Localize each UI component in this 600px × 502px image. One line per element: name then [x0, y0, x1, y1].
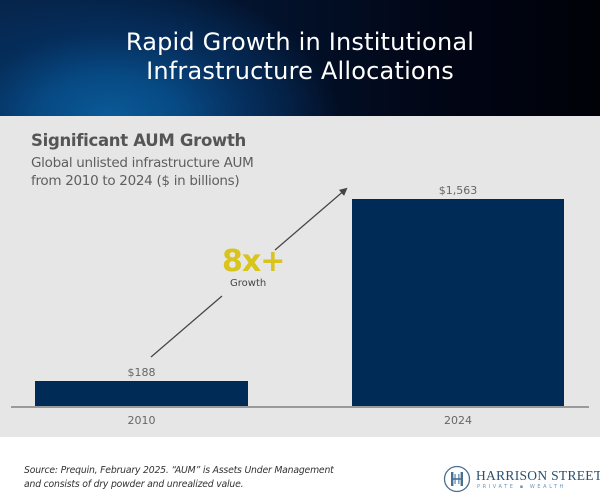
page-title: Rapid Growth in Institutional Infrastruc… [0, 28, 600, 86]
logo-mark-icon [443, 465, 471, 493]
bar-value-label-2010: $188 [127, 366, 156, 379]
page-title-line-1: Rapid Growth in Institutional [125, 28, 475, 56]
source-note-line-1: Source: Prequin, February 2025. “AUM” is… [24, 465, 334, 476]
source-note: Source: Prequin, February 2025. “AUM” is… [24, 464, 344, 492]
bar-value-label-2024: $1,563 [438, 184, 478, 197]
x-axis-line [11, 406, 589, 408]
source-note-line-2: and consists of dry powder and unrealize… [24, 479, 244, 490]
category-label-2024: 2024 [444, 414, 472, 427]
header-banner: Rapid Growth in Institutional Infrastruc… [0, 0, 600, 116]
logo-tagline: PRIVATE ▪ WEALTH [477, 484, 566, 490]
category-label-2010: 2010 [127, 414, 156, 427]
harrison-street-logo: HARRISON STREET PRIVATE ▪ WEALTH [443, 465, 600, 495]
logo-name: HARRISON STREET [476, 468, 600, 483]
growth-multiple: 8x+ [222, 244, 285, 279]
chart-title: Significant AUM Growth [31, 131, 246, 150]
chart-subtitle-line-1: Global unlisted infrastructure AUM [31, 155, 254, 171]
chart-subtitle-line-2: from 2010 to 2024 ($ in billions) [31, 173, 240, 189]
page-title-line-2: Infrastructure Allocations [146, 57, 454, 85]
bar-2024 [352, 199, 564, 407]
bar-2010 [35, 381, 248, 407]
growth-label: Growth [230, 278, 267, 289]
chart-subtitle: Global unlisted infrastructure AUM from … [31, 154, 351, 190]
